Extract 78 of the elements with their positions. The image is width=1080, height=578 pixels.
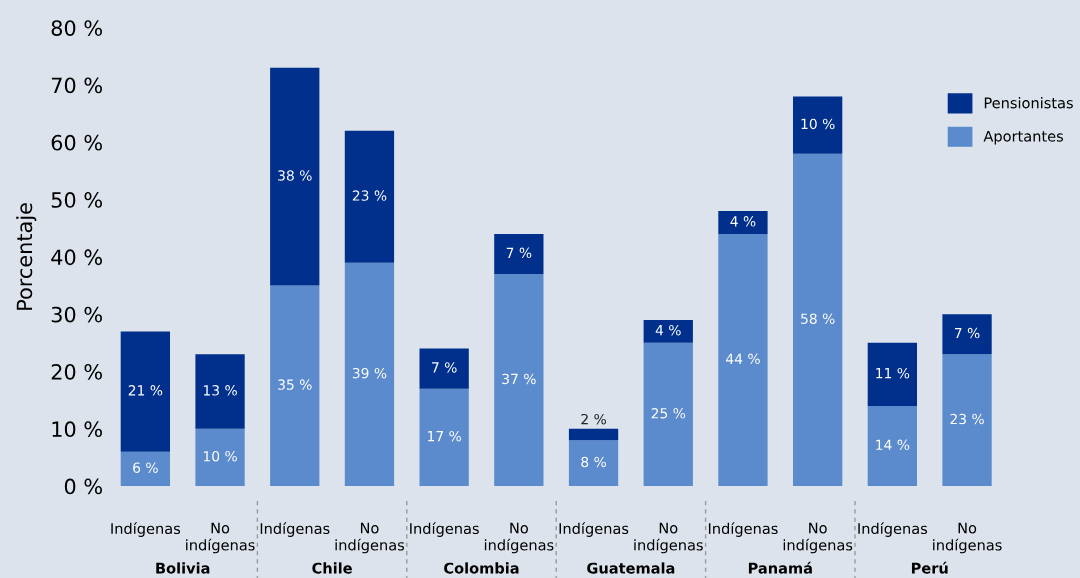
bar	[494, 234, 544, 275]
bar	[643, 342, 693, 487]
y-tick-label: 0 %	[64, 478, 102, 495]
bar	[793, 96, 843, 154]
data-label: 23 %	[950, 413, 984, 425]
text: Chile	[312, 562, 352, 574]
x-tick-label: No indígenas	[484, 522, 554, 554]
data-label: 23 %	[352, 190, 387, 201]
x-tick-label: No indígenas	[335, 522, 405, 554]
text: Panamá	[748, 561, 812, 574]
bar	[270, 67, 320, 286]
x-tick-label: No indígenas	[783, 522, 853, 554]
data-label: 4 %	[730, 216, 756, 227]
bar	[643, 319, 693, 343]
data-label: 2 %	[581, 413, 607, 425]
data-label: 25 %	[651, 408, 686, 419]
bar	[568, 440, 619, 487]
bar	[419, 388, 469, 487]
data-label: 10 %	[801, 118, 835, 130]
bar	[494, 274, 544, 487]
data-label: 13 %	[203, 385, 237, 396]
data-label: 11 %	[876, 367, 910, 379]
bar	[942, 354, 992, 487]
data-label: 58 %	[801, 313, 835, 324]
text: Colombia	[444, 562, 519, 574]
data-label: 10 %	[203, 450, 237, 462]
bar	[120, 331, 170, 452]
data-label: 35 %	[278, 379, 312, 390]
data-label: 37 %	[502, 373, 536, 385]
bar	[195, 428, 245, 487]
y-axis-title: Porcentaje	[16, 203, 37, 310]
y-tick-label: 10 %	[52, 421, 102, 438]
x-tick-label: Indígenas	[111, 522, 181, 537]
x-tick-label: No indígenas	[634, 522, 703, 554]
data-label: 14 %	[876, 439, 910, 451]
data-label: 21 %	[128, 385, 163, 396]
bar	[867, 405, 917, 487]
data-label: 4 %	[655, 324, 681, 336]
bar	[793, 153, 843, 487]
x-tick-label: Indígenas	[559, 522, 629, 537]
data-label: 7 %	[432, 362, 457, 373]
x-tick-label: No indígenas	[933, 522, 1002, 554]
bar	[568, 428, 619, 441]
data-label: 39 %	[352, 367, 387, 379]
x-tick-label: Indígenas	[260, 522, 330, 537]
bar	[195, 354, 245, 429]
bar	[867, 342, 917, 406]
data-label: 7 %	[954, 327, 980, 339]
data-label: 17 %	[428, 430, 462, 442]
y-tick-label: 40 %	[51, 249, 102, 266]
bar	[270, 285, 320, 487]
text: Bolivia	[156, 562, 210, 574]
legend-label: Aportantes	[983, 130, 1064, 145]
data-label: 38 %	[278, 170, 312, 181]
bar	[718, 211, 768, 234]
bar	[344, 130, 395, 263]
bar	[718, 234, 768, 487]
data-label: 7 %	[506, 247, 532, 259]
y-tick-label: 60 %	[51, 134, 102, 151]
x-tick-label: Indígenas	[708, 522, 778, 537]
legend-label: Pensionistas	[984, 97, 1073, 109]
x-tick-label: No indígenas	[186, 522, 255, 554]
text: Perú	[911, 561, 948, 574]
bar	[344, 262, 395, 487]
y-tick-label: 20 %	[51, 363, 102, 380]
y-tick-label: 30 %	[51, 306, 102, 323]
y-tick-label: 80 %	[51, 20, 102, 36]
data-label: 6 %	[133, 462, 158, 473]
y-tick-label: 70 %	[51, 77, 102, 94]
data-label: 8 %	[581, 456, 607, 468]
y-tick-label: 50 %	[51, 192, 102, 208]
text: Guatemala	[587, 562, 675, 574]
data-label: 44 %	[725, 353, 760, 365]
x-tick-label: Indígenas	[410, 522, 479, 537]
bar	[419, 348, 469, 389]
x-tick-label: Indígenas	[858, 522, 928, 537]
bar	[120, 451, 170, 487]
bar	[942, 314, 992, 355]
